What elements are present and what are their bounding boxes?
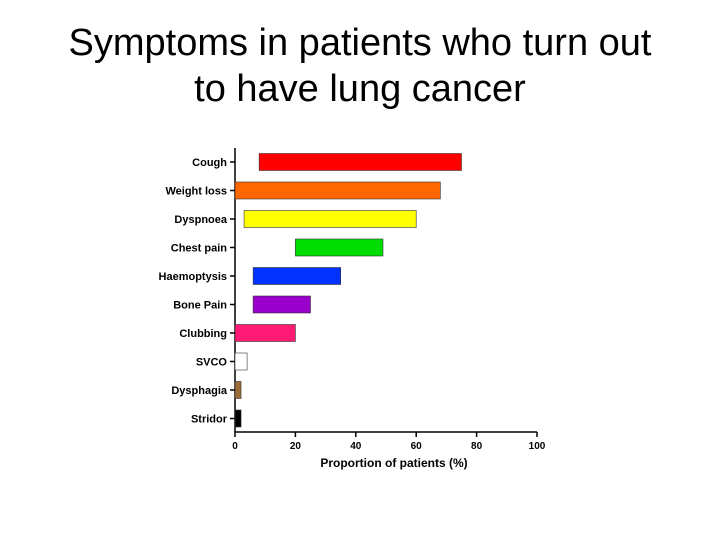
bar	[243, 210, 417, 228]
bar	[234, 409, 242, 428]
slide-title: Symptoms in patients who turn out to hav…	[0, 20, 720, 112]
x-tick-label: 20	[290, 441, 302, 452]
labels: 0 20 40 60 80 100 Cough Weight loss Dyspnoea Ches…	[159, 157, 546, 452]
category-label: Dysphagia	[171, 385, 228, 397]
bar	[234, 381, 242, 399]
x-tick-label: 0	[232, 441, 238, 452]
bars	[234, 153, 462, 428]
bar	[252, 267, 341, 285]
bar	[234, 352, 248, 371]
category-label: SVCO	[196, 357, 228, 369]
category-label: Stridor	[191, 414, 228, 426]
slide-title-line-1: Symptoms in patients who turn out	[68, 22, 652, 64]
bar	[234, 181, 441, 200]
bar	[295, 238, 384, 257]
category-label: Dyspnoea	[174, 214, 227, 226]
slide-title-line-2: to have lung cancer	[194, 68, 526, 110]
category-label: Cough	[192, 157, 227, 169]
x-tick-label: 40	[350, 441, 362, 452]
category-label: Clubbing	[179, 328, 227, 340]
x-tick-label: 100	[529, 441, 546, 452]
bar	[234, 324, 296, 342]
x-axis-title: Proportion of patients (%)	[320, 456, 467, 470]
category-label: Chest pain	[171, 243, 228, 255]
x-tick-label: 60	[411, 441, 423, 452]
x-tick-label: 80	[471, 441, 483, 452]
bar	[258, 153, 462, 171]
category-label: Weight loss	[165, 186, 227, 198]
category-label: Haemoptysis	[159, 271, 227, 283]
bar	[252, 295, 311, 314]
category-label: Bone Pain	[173, 300, 227, 312]
